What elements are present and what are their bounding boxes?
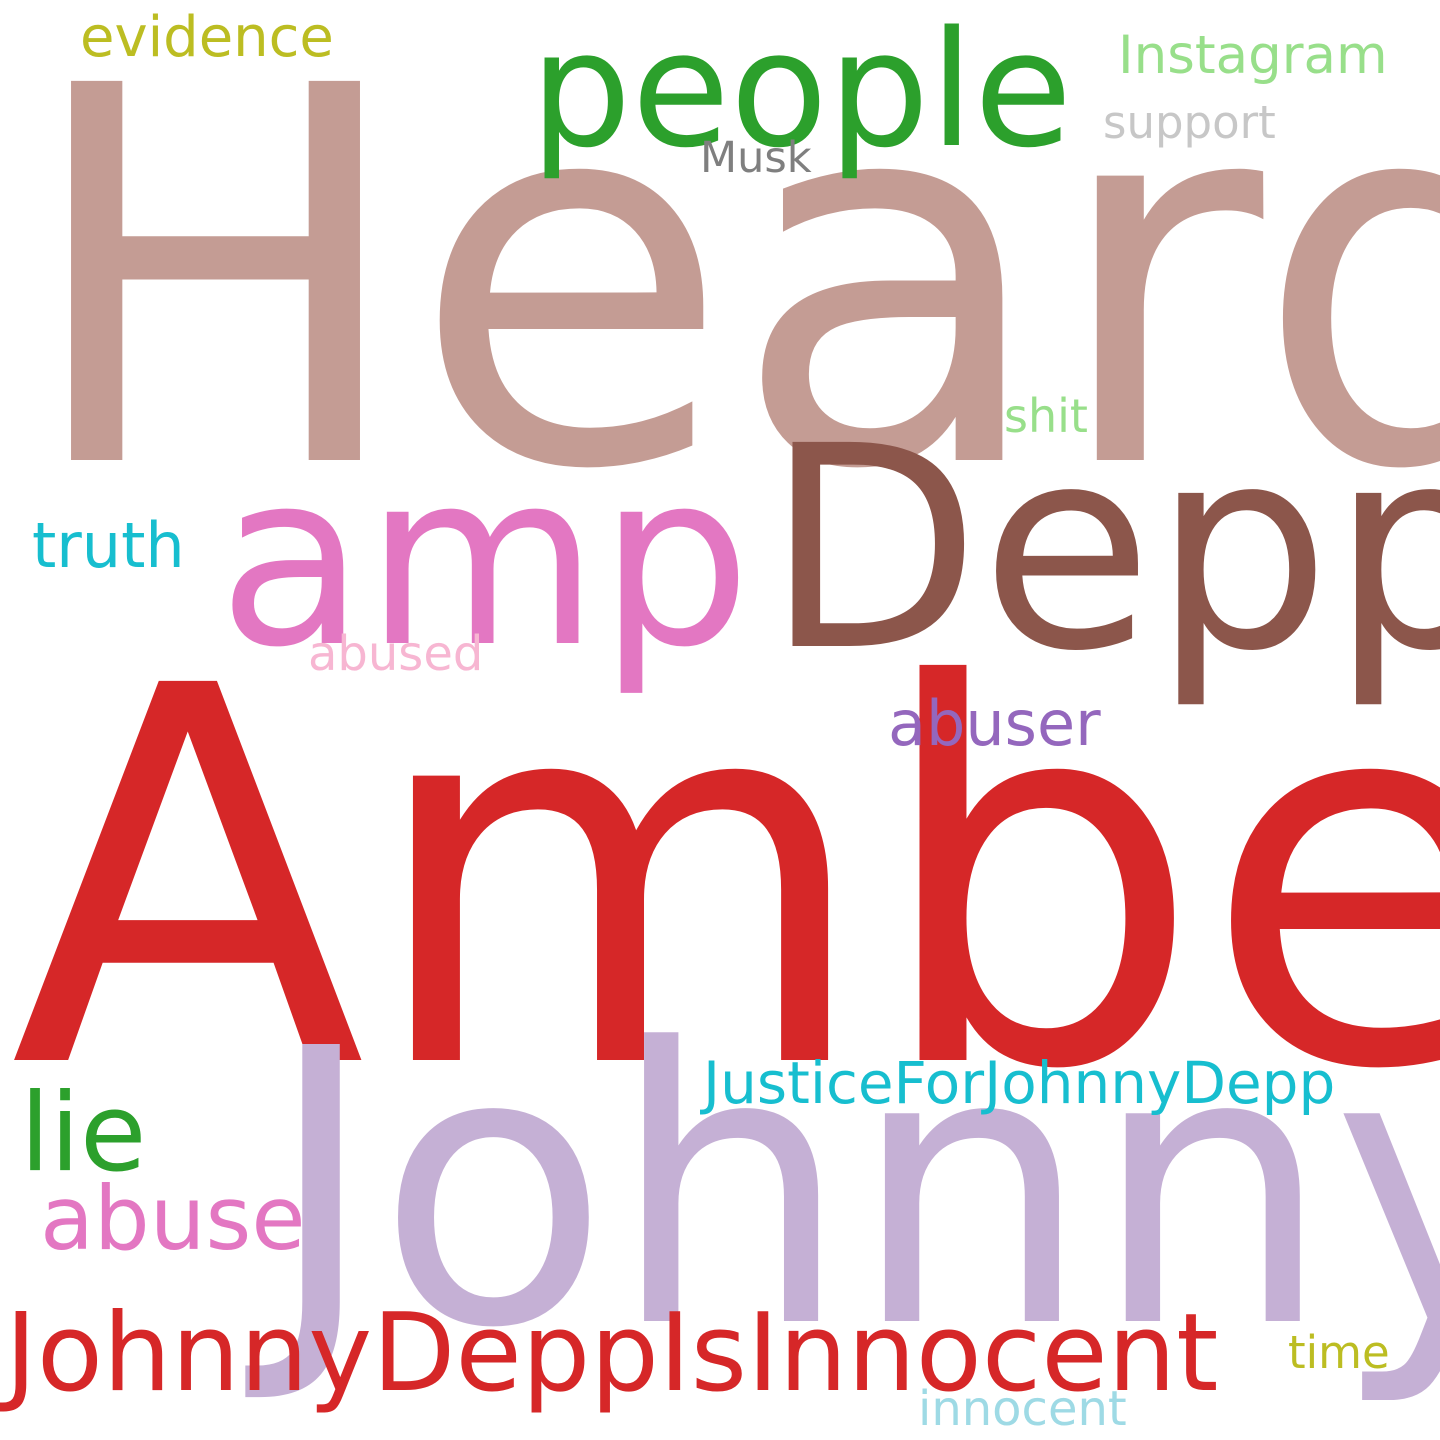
word-lie: lie — [20, 1071, 147, 1196]
word-justiceforjohnnydepp: JusticeForJohnnyDepp — [703, 1049, 1336, 1117]
word-people: people — [530, 0, 1073, 183]
word-innocent: innocent — [918, 1381, 1127, 1437]
word-time: time — [1288, 1326, 1390, 1379]
word-amber: Amber — [10, 577, 1440, 1183]
word-heard: Heard — [20, 0, 1440, 583]
word-amp: amp — [218, 420, 752, 700]
word-evidence: evidence — [80, 5, 334, 70]
word-abused: abused — [308, 626, 484, 682]
word-shit: shit — [1004, 389, 1088, 443]
word-instagram: Instagram — [1118, 25, 1388, 86]
word-support: support — [1103, 96, 1276, 149]
word-johnny: Johnny — [265, 968, 1440, 1411]
word-abuser: abuser — [888, 687, 1101, 760]
word-musk: Musk — [700, 133, 812, 183]
word-depp: Depp — [765, 387, 1440, 713]
word-johnnydeppisinnocent: JohnnyDeppIsInnocent — [5, 1291, 1219, 1416]
word-abuse: abuse — [40, 1167, 306, 1270]
word-truth: truth — [32, 509, 185, 582]
